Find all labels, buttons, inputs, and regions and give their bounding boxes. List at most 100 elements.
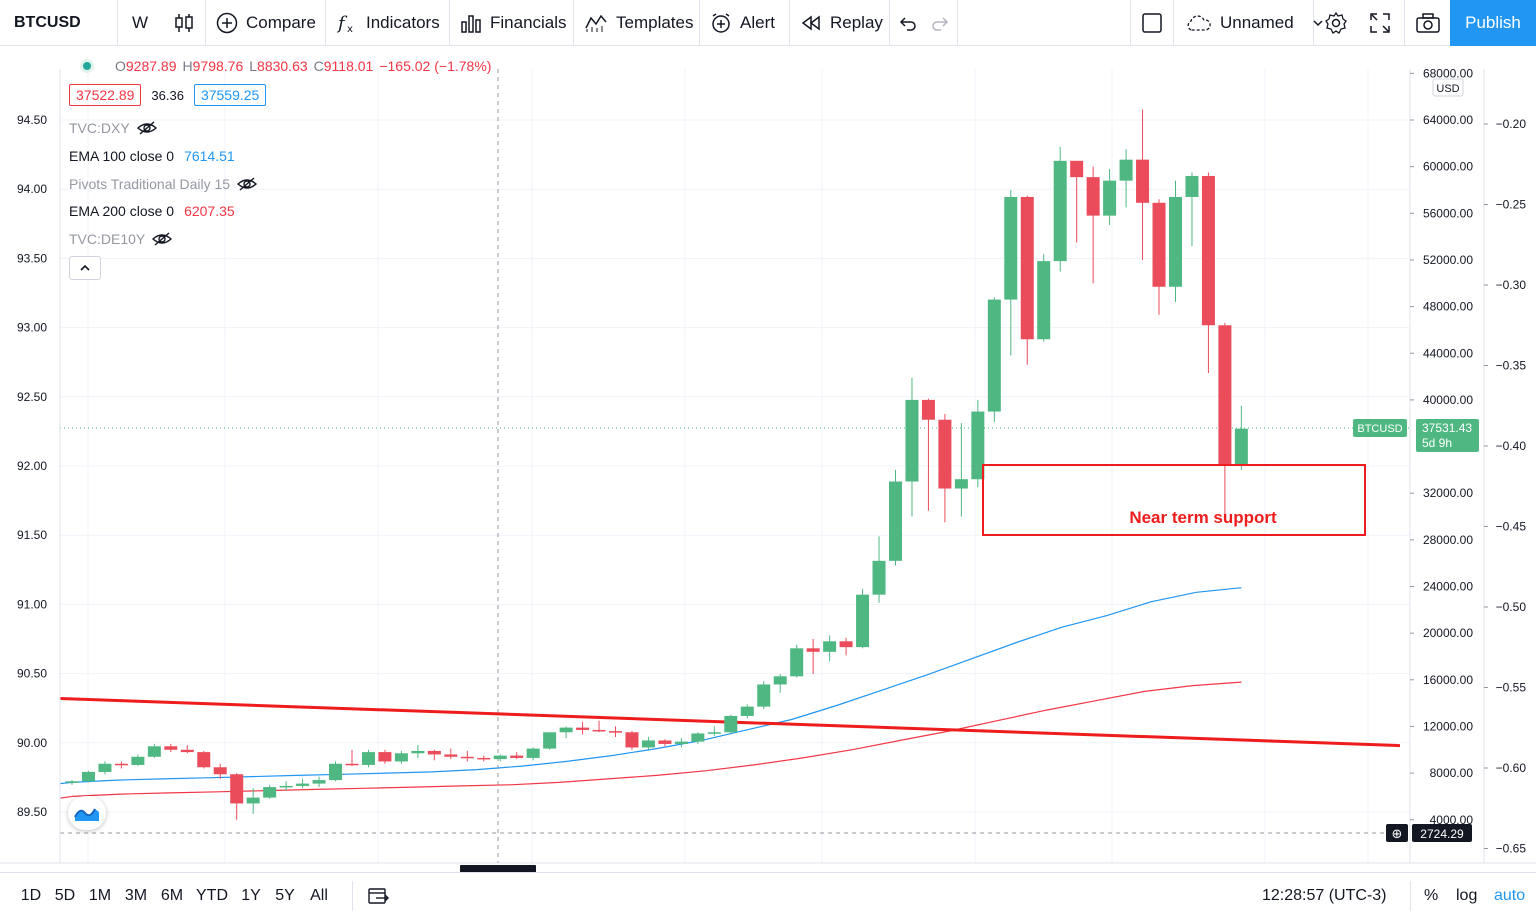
study-ema200-value: 6207.35	[184, 203, 235, 219]
interval-button[interactable]: W	[118, 0, 162, 46]
range-5y[interactable]: 5Y	[275, 887, 295, 904]
symbol-search[interactable]: BTCUSD	[0, 0, 118, 46]
candle-body	[213, 767, 227, 775]
study-de10y-name: TVC:DE10Y	[69, 231, 146, 247]
candle-body	[1234, 428, 1248, 465]
tradingview-logo[interactable]	[68, 796, 106, 830]
chart-canvas[interactable]: Near term support 94.50 94.00 93.50 93.00 92…	[0, 46, 1536, 918]
crosshair-price-label: 2724.29	[1420, 827, 1464, 841]
snapshot-button[interactable]	[1404, 0, 1450, 46]
compare-label: Compare	[246, 13, 316, 32]
financials-label: Financials	[490, 13, 567, 32]
candle-body	[740, 706, 754, 716]
close-value: 9118.01	[323, 58, 374, 74]
clock[interactable]: 12:28:57 (UTC-3)	[1262, 887, 1387, 904]
study-dxy[interactable]: TVC:DXY	[69, 118, 158, 138]
templates-button[interactable]: Templates	[574, 0, 700, 46]
low-label: L	[249, 58, 258, 74]
candle-body	[576, 727, 590, 730]
left-tick-label: 90.00	[17, 736, 47, 750]
replay-button[interactable]: Replay	[790, 0, 890, 46]
study-pivots[interactable]: Pivots Traditional Daily 15	[69, 174, 258, 194]
left-tick-label: 93.50	[17, 251, 47, 265]
ask-button[interactable]: 37559.25	[193, 84, 267, 106]
candle-body	[1218, 325, 1232, 465]
candle-body	[361, 752, 375, 765]
redo-button[interactable]	[924, 0, 958, 46]
study-ema200[interactable]: EMA 200 close 0 6207.35	[69, 201, 235, 221]
study-ema100[interactable]: EMA 100 close 0 7614.51	[69, 146, 235, 166]
candle-body	[1053, 160, 1067, 262]
candle-body	[1152, 202, 1166, 287]
compare-button[interactable]: Compare	[206, 0, 326, 46]
study-pivots-name: Pivots Traditional Daily 15	[69, 176, 231, 192]
candle-body	[411, 750, 425, 754]
price-tick-label: 68000.00	[1423, 66, 1473, 80]
range-6m[interactable]: 6M	[160, 887, 184, 904]
auto-toggle[interactable]: auto	[1494, 887, 1526, 904]
candle-body	[609, 731, 623, 733]
candle-body	[790, 648, 804, 677]
fullscreen-button[interactable]	[1358, 0, 1402, 46]
undo-button[interactable]	[890, 0, 924, 46]
alert-button[interactable]: Alert	[700, 0, 790, 46]
candle-body	[460, 756, 474, 759]
candle-body	[543, 732, 557, 749]
range-5d[interactable]: 5D	[54, 887, 76, 904]
range-all[interactable]: All	[310, 887, 328, 904]
countdown-value: 5d 9h	[1422, 436, 1452, 450]
price-tick-label: 48000.00	[1423, 300, 1473, 314]
high-value: 9798.76	[192, 58, 244, 74]
candle-body	[444, 754, 458, 757]
candle-body	[1037, 261, 1051, 340]
left-tick-label: 92.00	[17, 459, 47, 473]
candle-body	[938, 419, 952, 489]
percent-toggle[interactable]: %	[1424, 887, 1439, 904]
settings-button[interactable]	[1314, 0, 1358, 46]
calendar-arrow-icon	[368, 888, 389, 904]
candle-body	[65, 781, 79, 783]
candle-body	[197, 752, 211, 768]
layout-name-dropdown[interactable]: Unnamed	[1174, 0, 1323, 46]
symbol-label: BTCUSD	[14, 14, 81, 31]
plus-circle-icon	[216, 12, 238, 34]
study-de10y[interactable]: TVC:DE10Y	[69, 229, 173, 249]
goto-date-button[interactable]	[366, 873, 390, 919]
candle-body	[131, 756, 145, 765]
ema-lines	[59, 587, 1242, 799]
range-ytd[interactable]: YTD	[196, 887, 228, 904]
candle-body	[1201, 175, 1215, 326]
undo-icon	[899, 17, 916, 31]
support-annotation[interactable]: Near term support	[982, 464, 1366, 536]
financials-button[interactable]: Financials	[450, 0, 574, 46]
range-1m[interactable]: 1M	[88, 887, 112, 904]
range-3m[interactable]: 3M	[124, 887, 148, 904]
ohlc-legend: O 9287.89 H 9798.76 L 8830.63 C 9118.01 −165…	[79, 56, 491, 76]
layout-toggle-button[interactable]	[1130, 0, 1174, 46]
chart-type-button[interactable]	[162, 0, 206, 46]
eye-crossed-icon[interactable]	[136, 120, 158, 136]
candle-body	[114, 763, 128, 766]
eye-crossed-icon[interactable]	[151, 231, 173, 247]
eye-crossed-icon[interactable]	[236, 176, 258, 192]
candle-body	[477, 757, 491, 760]
left-tick-label: 93.00	[17, 321, 47, 335]
range-1y[interactable]: 1Y	[241, 887, 261, 904]
range-1d[interactable]: 1D	[20, 887, 42, 904]
candle-body	[954, 479, 968, 489]
fullscreen-icon	[1370, 13, 1390, 33]
collapse-legend-button[interactable]	[69, 256, 101, 280]
candle-body	[971, 411, 985, 480]
publish-button[interactable]: Publish	[1450, 0, 1536, 46]
spread-value: 36.36	[151, 87, 184, 103]
far-tick-label: −0.55	[1496, 681, 1527, 695]
log-toggle[interactable]: log	[1456, 887, 1478, 904]
bid-button[interactable]: 37522.89	[69, 84, 142, 106]
redo-icon	[931, 17, 948, 31]
price-tick-label: 52000.00	[1423, 253, 1473, 267]
price-tick-label: 32000.00	[1423, 486, 1473, 500]
left-tick-label: 92.50	[17, 390, 47, 404]
price-tick-label: 56000.00	[1423, 206, 1473, 220]
templates-label: Templates	[616, 13, 694, 32]
